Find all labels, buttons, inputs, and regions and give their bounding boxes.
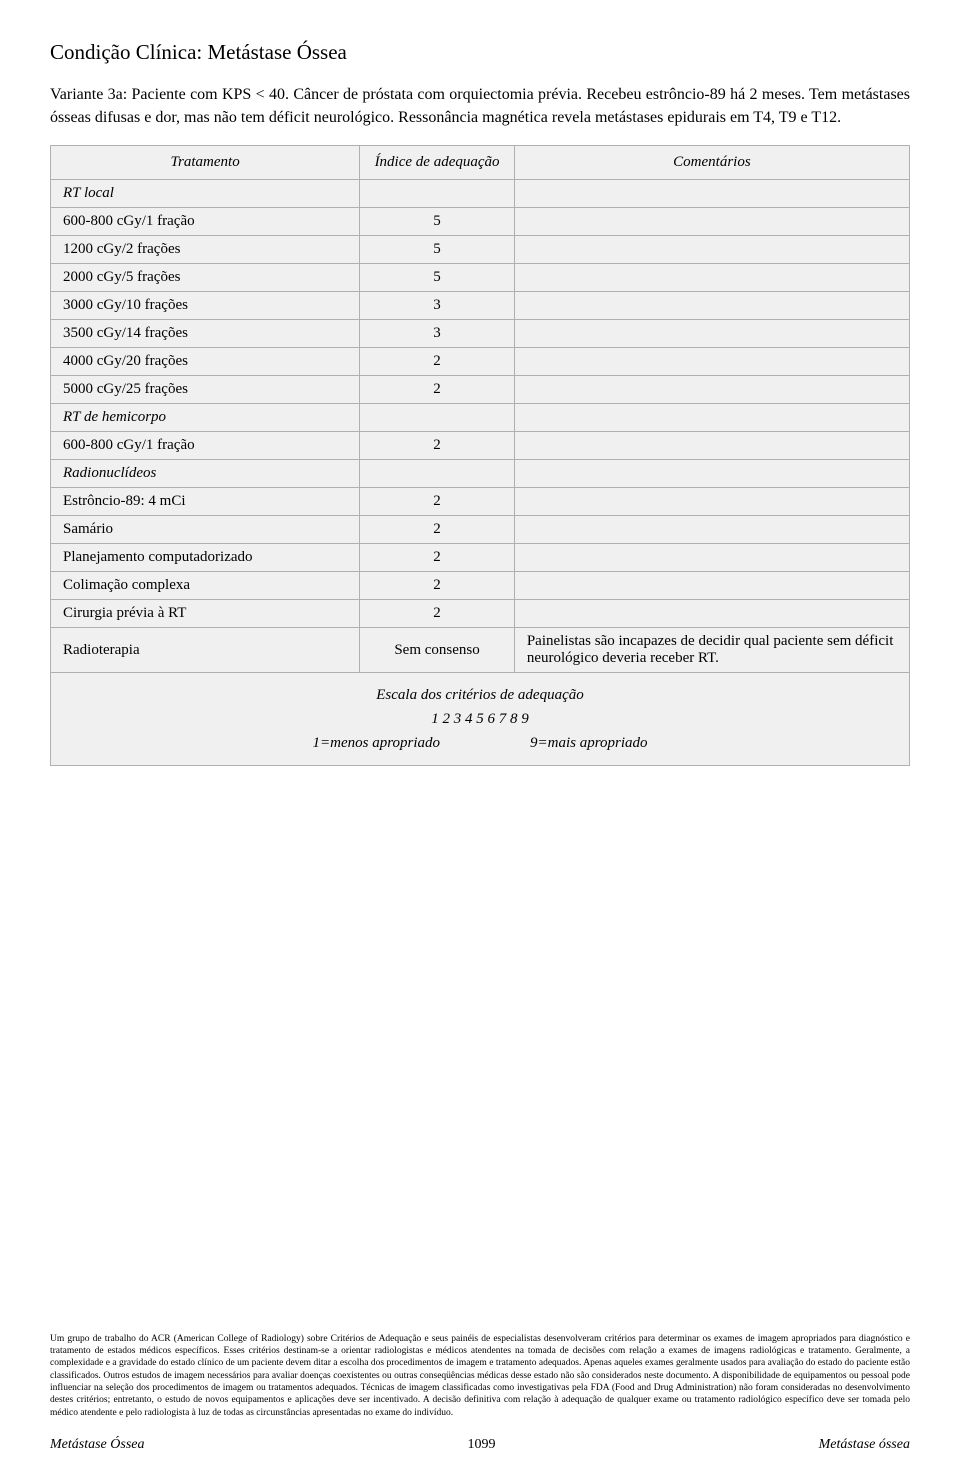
table-row: 4000 cGy/20 frações2 [51, 348, 910, 376]
treatment-cell: Colimação complexa [51, 572, 360, 600]
variant-description: Variante 3a: Paciente com KPS < 40. Cânc… [50, 83, 910, 129]
table-header-row: Tratamento Índice de adequação Comentári… [51, 146, 910, 180]
page-footer: Metástase Óssea 1099 Metástase óssea [50, 1437, 910, 1453]
table-row: 5000 cGy/25 frações2 [51, 376, 910, 404]
table-row: Cirurgia prévia à RT2 [51, 600, 910, 628]
comment-cell [514, 320, 909, 348]
section-comment-empty [514, 180, 909, 208]
table-row: Colimação complexa2 [51, 572, 910, 600]
index-cell: 2 [360, 572, 515, 600]
table-row: Estrôncio-89: 4 mCi2 [51, 488, 910, 516]
scale-title: Escala dos critérios de adequação [63, 683, 897, 707]
treatment-cell: Estrôncio-89: 4 mCi [51, 488, 360, 516]
section-title: Radionuclídeos [51, 460, 360, 488]
index-cell: 5 [360, 236, 515, 264]
section-comment-empty [514, 404, 909, 432]
section-index-empty [360, 460, 515, 488]
treatment-cell: 3000 cGy/10 frações [51, 292, 360, 320]
treatment-cell: 600-800 cGy/1 fração [51, 208, 360, 236]
scale-numbers: 1 2 3 4 5 6 7 8 9 [63, 707, 897, 731]
treatment-cell: Radioterapia [51, 628, 360, 673]
table-section-row: Radionuclídeos [51, 460, 910, 488]
table-row: 3500 cGy/14 frações3 [51, 320, 910, 348]
index-cell: 2 [360, 516, 515, 544]
disclaimer-text: Um grupo de trabalho do ACR (American Co… [50, 1333, 910, 1419]
table-row: Samário2 [51, 516, 910, 544]
table-row: 600-800 cGy/1 fração5 [51, 208, 910, 236]
table-row: 2000 cGy/5 frações5 [51, 264, 910, 292]
comment-cell [514, 208, 909, 236]
treatment-cell: Cirurgia prévia à RT [51, 600, 360, 628]
condition-title: Condição Clínica: Metástase Óssea [50, 40, 910, 65]
treatment-cell: Planejamento computadorizado [51, 544, 360, 572]
comment-cell [514, 376, 909, 404]
table-row: Planejamento computadorizado2 [51, 544, 910, 572]
index-cell: 3 [360, 292, 515, 320]
index-cell: 5 [360, 208, 515, 236]
footer-right: Metástase óssea [819, 1437, 910, 1453]
comment-cell [514, 432, 909, 460]
header-index: Índice de adequação [360, 146, 515, 180]
treatment-cell: 5000 cGy/25 frações [51, 376, 360, 404]
comment-cell [514, 488, 909, 516]
section-index-empty [360, 404, 515, 432]
table-row: 3000 cGy/10 frações3 [51, 292, 910, 320]
scale-cell: Escala dos critérios de adequação1 2 3 4… [51, 673, 910, 766]
comment-cell [514, 600, 909, 628]
header-comments: Comentários [514, 146, 909, 180]
treatment-cell: 3500 cGy/14 frações [51, 320, 360, 348]
section-comment-empty [514, 460, 909, 488]
table-row: RadioterapiaSem consensoPainelistas são … [51, 628, 910, 673]
index-cell: 3 [360, 320, 515, 348]
table-row: 1200 cGy/2 frações5 [51, 236, 910, 264]
table-row: 600-800 cGy/1 fração2 [51, 432, 910, 460]
comment-cell [514, 348, 909, 376]
comment-cell [514, 236, 909, 264]
comment-cell [514, 292, 909, 320]
section-title: RT local [51, 180, 360, 208]
comment-cell [514, 264, 909, 292]
table-section-row: RT de hemicorpo [51, 404, 910, 432]
index-cell: 2 [360, 348, 515, 376]
comment-cell [514, 516, 909, 544]
header-treatment: Tratamento [51, 146, 360, 180]
index-cell: 2 [360, 488, 515, 516]
comment-cell [514, 572, 909, 600]
section-title: RT de hemicorpo [51, 404, 360, 432]
index-cell: 2 [360, 544, 515, 572]
treatment-cell: 2000 cGy/5 frações [51, 264, 360, 292]
treatment-cell: 600-800 cGy/1 fração [51, 432, 360, 460]
scale-right-label: 9=mais apropriado [530, 731, 648, 755]
section-index-empty [360, 180, 515, 208]
treatment-cell: 1200 cGy/2 frações [51, 236, 360, 264]
treatment-cell: 4000 cGy/20 frações [51, 348, 360, 376]
scale-row: Escala dos critérios de adequação1 2 3 4… [51, 673, 910, 766]
footer-left: Metástase Óssea [50, 1437, 145, 1453]
scale-left-label: 1=menos apropriado [313, 731, 441, 755]
footer-page-number: 1099 [468, 1437, 496, 1453]
index-cell: Sem consenso [360, 628, 515, 673]
index-cell: 2 [360, 600, 515, 628]
treatment-cell: Samário [51, 516, 360, 544]
comment-cell: Painelistas são incapazes de decidir qua… [514, 628, 909, 673]
treatment-table: Tratamento Índice de adequação Comentári… [50, 145, 910, 766]
index-cell: 5 [360, 264, 515, 292]
table-section-row: RT local [51, 180, 910, 208]
index-cell: 2 [360, 376, 515, 404]
index-cell: 2 [360, 432, 515, 460]
comment-cell [514, 544, 909, 572]
